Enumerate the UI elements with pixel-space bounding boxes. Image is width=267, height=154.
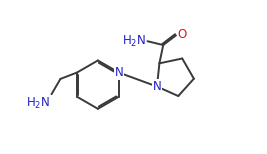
Text: N: N	[115, 66, 123, 79]
Text: H$_2$N: H$_2$N	[26, 96, 50, 111]
Text: O: O	[178, 28, 187, 41]
Text: H$_2$N: H$_2$N	[122, 34, 146, 49]
Text: N: N	[153, 80, 161, 93]
